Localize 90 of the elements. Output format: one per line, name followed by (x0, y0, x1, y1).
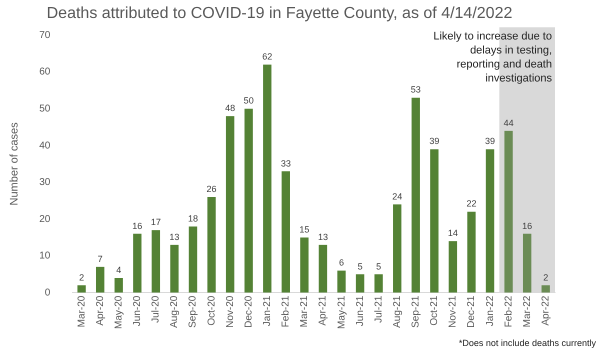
data-label: 17 (150, 217, 161, 228)
data-label: 2 (543, 272, 548, 282)
bar (318, 244, 328, 293)
bar (522, 234, 532, 293)
y-axis-title: Number of cases (8, 122, 21, 206)
data-label: 14 (448, 228, 458, 238)
x-tick-label: Jun-21 (354, 295, 366, 326)
x-tick-label: Nov-20 (224, 295, 236, 328)
data-label: 5 (358, 261, 363, 272)
x-tick-label: Jul-21 (373, 295, 384, 323)
data-label: 2 (79, 272, 84, 282)
x-tick-label: Apr-22 (540, 295, 552, 326)
data-label: 22 (466, 198, 476, 209)
x-tick-label: Dec-21 (466, 295, 478, 328)
y-tick-label: 50 (39, 104, 51, 115)
data-label: 13 (318, 232, 328, 242)
x-tick-label: Mar-20 (76, 295, 88, 328)
x-tick-label: Feb-21 (280, 295, 292, 328)
x-tick-label: Aug-21 (392, 295, 403, 328)
data-label: 33 (280, 158, 291, 168)
data-label: 24 (392, 191, 402, 202)
data-label: 62 (262, 52, 272, 62)
x-tick-label: Mar-22 (522, 295, 533, 328)
bar (282, 171, 290, 293)
bar (114, 278, 123, 293)
bar (412, 98, 420, 293)
x-tick-label: Apr-21 (318, 295, 329, 326)
text: *Does not include deaths currently (458, 338, 596, 348)
x-tick-label: Oct-21 (429, 295, 440, 326)
y-tick-label: 10 (39, 250, 51, 262)
bar (374, 274, 383, 293)
bar (133, 234, 142, 293)
bar (486, 149, 494, 293)
bar (542, 285, 550, 293)
y-tick-label: 40 (39, 140, 51, 152)
y-tick-label: 60 (39, 66, 51, 78)
bar (393, 204, 402, 293)
data-label: 15 (299, 224, 310, 234)
x-tick-label: Dec-20 (243, 295, 254, 328)
y-tick-label: 20 (39, 214, 51, 225)
x-tick-label: Feb-22 (503, 295, 514, 328)
chart-title: Deaths attributed to COVID-19 in Fayette County, as of 4/14/2022 (46, 5, 512, 22)
x-tick-label: Nov-21 (448, 295, 459, 328)
x-tick-label: Jan-22 (484, 295, 496, 326)
x-tick-label: Apr-20 (94, 295, 106, 326)
data-label: 5 (376, 261, 382, 272)
x-tick-label: May-21 (336, 295, 348, 330)
band-label: Likely to increase due to delays in testing, reporting and death investigations (433, 30, 552, 85)
bar (226, 116, 234, 293)
y-tick-label: 0 (44, 287, 51, 298)
bar (77, 285, 86, 293)
y-tick-label: 70 (39, 30, 51, 41)
x-tick-label: Jan-21 (262, 295, 273, 326)
y-tick-label: 30 (39, 177, 51, 188)
x-tick-label: Aug-20 (169, 295, 180, 328)
data-label: 6 (339, 258, 344, 268)
bar (356, 274, 364, 293)
data-label: 26 (206, 184, 217, 194)
bar (170, 244, 179, 293)
x-tick-label: Sep-20 (188, 295, 199, 328)
bar (263, 64, 272, 293)
bar (152, 230, 160, 293)
bar (448, 241, 458, 293)
x-tick-label: Jul-20 (150, 295, 162, 323)
data-label: 39 (429, 136, 440, 146)
data-label: 48 (225, 103, 236, 114)
x-tick-label: Oct-20 (206, 295, 218, 326)
bar (300, 237, 309, 293)
data-label: 7 (98, 254, 103, 264)
data-label: 16 (522, 220, 532, 231)
x-tick-label: Jun-20 (132, 295, 144, 326)
data-label: 13 (169, 232, 180, 242)
data-label: 53 (410, 84, 421, 95)
bar (244, 108, 253, 293)
x-tick-label: Sep-21 (410, 295, 422, 328)
data-label: 39 (485, 136, 496, 146)
bar (207, 197, 216, 293)
data-label: 44 (504, 118, 514, 128)
bar (96, 266, 104, 293)
data-label: 50 (244, 96, 254, 106)
data-label: 18 (188, 213, 198, 224)
bar (467, 212, 476, 293)
x-tick-label: Mar-21 (299, 295, 310, 328)
data-label: 16 (132, 220, 142, 231)
bar (188, 226, 198, 293)
data-label: 4 (116, 264, 122, 275)
bar (337, 270, 346, 293)
bar (430, 149, 439, 293)
bar (504, 130, 513, 293)
x-tick-label: May-20 (113, 295, 124, 330)
